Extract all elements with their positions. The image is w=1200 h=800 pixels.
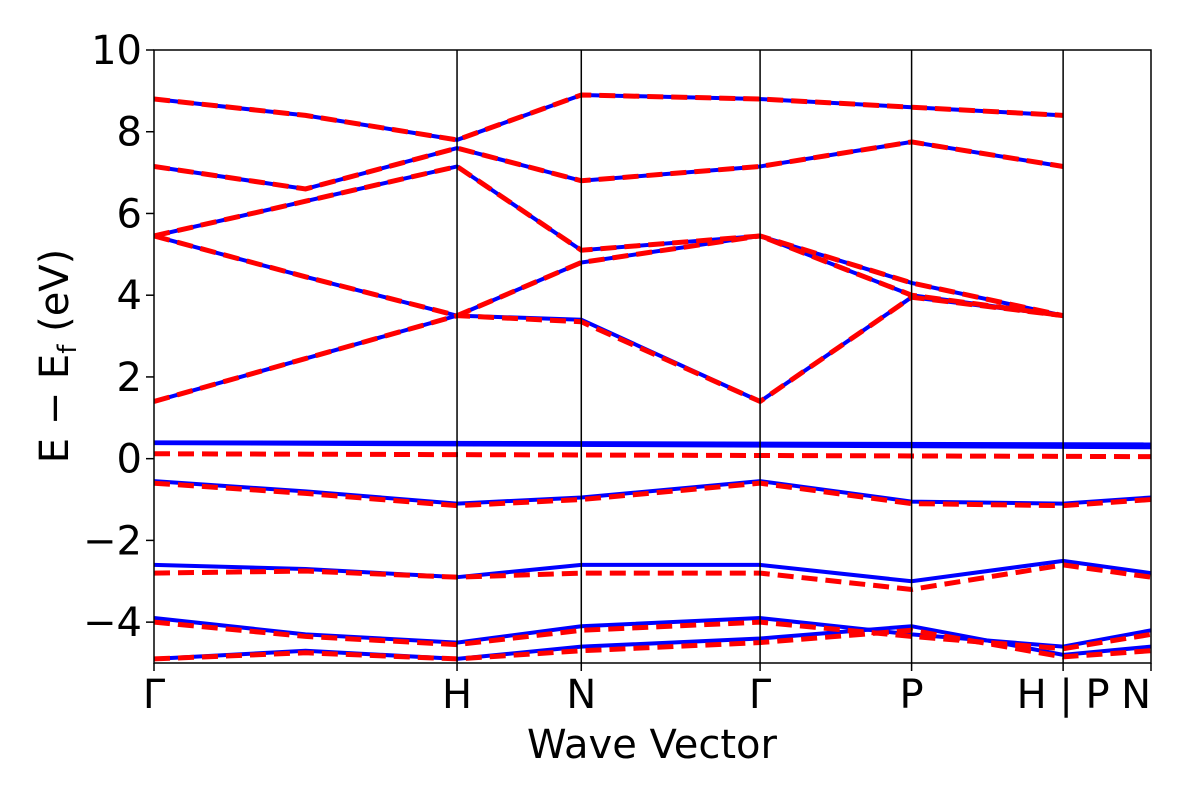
dashed-band-line-3 xyxy=(154,139,1064,192)
y-axis-title: E − Ef (eV) xyxy=(32,249,83,464)
solid-band-line-0 xyxy=(154,295,1064,404)
dashed-band-line-8 xyxy=(154,619,1151,652)
kpoint-dividers xyxy=(456,50,1064,663)
x-tick-label: H | P xyxy=(1017,672,1110,718)
plot-frame xyxy=(153,49,1152,664)
y-axis-ticks: −4 −2 0 2 4 6 8 10 xyxy=(83,28,154,646)
dashed-band-line-0 xyxy=(154,294,1064,405)
y-tick-label: 10 xyxy=(91,28,142,74)
x-tick-label: Γ xyxy=(749,672,772,718)
y-axis-title-unit: (eV) xyxy=(32,249,78,345)
y-tick-label: 6 xyxy=(117,191,142,237)
dashed-band-line-7 xyxy=(154,562,1151,592)
dashed-band-line-6 xyxy=(154,480,1151,509)
solid-band-line-3 xyxy=(154,139,1064,191)
y-axis-title-subscript: f xyxy=(53,344,83,354)
dashed-band-line-5 xyxy=(154,451,1151,460)
solid-band-line-6 xyxy=(154,441,1151,450)
y-tick-label: −4 xyxy=(83,600,142,646)
y-tick-label: 2 xyxy=(117,355,142,401)
bands-layer xyxy=(154,92,1151,662)
x-tick-label: N xyxy=(1121,672,1151,718)
solid-band-line-4 xyxy=(154,92,1064,142)
x-tick-label: P xyxy=(900,672,924,718)
y-tick-label: 8 xyxy=(117,110,142,156)
y-tick-label: 4 xyxy=(117,273,142,319)
x-axis-title: Wave Vector xyxy=(527,722,778,768)
x-tick-label: N xyxy=(566,672,596,718)
y-tick-label: −2 xyxy=(83,518,142,564)
dashed-band-line-9 xyxy=(154,627,1151,662)
dashed-band-line-1 xyxy=(154,233,1064,319)
x-tick-label: H xyxy=(442,672,472,718)
x-tick-label: Γ xyxy=(143,672,166,718)
y-tick-label: 0 xyxy=(117,437,142,483)
dashed-band-line-2 xyxy=(154,163,1064,319)
dashed-band-line-4 xyxy=(154,92,1064,143)
y-axis-title-main: E − E xyxy=(32,354,78,464)
solid-band-line-2 xyxy=(154,164,1064,318)
